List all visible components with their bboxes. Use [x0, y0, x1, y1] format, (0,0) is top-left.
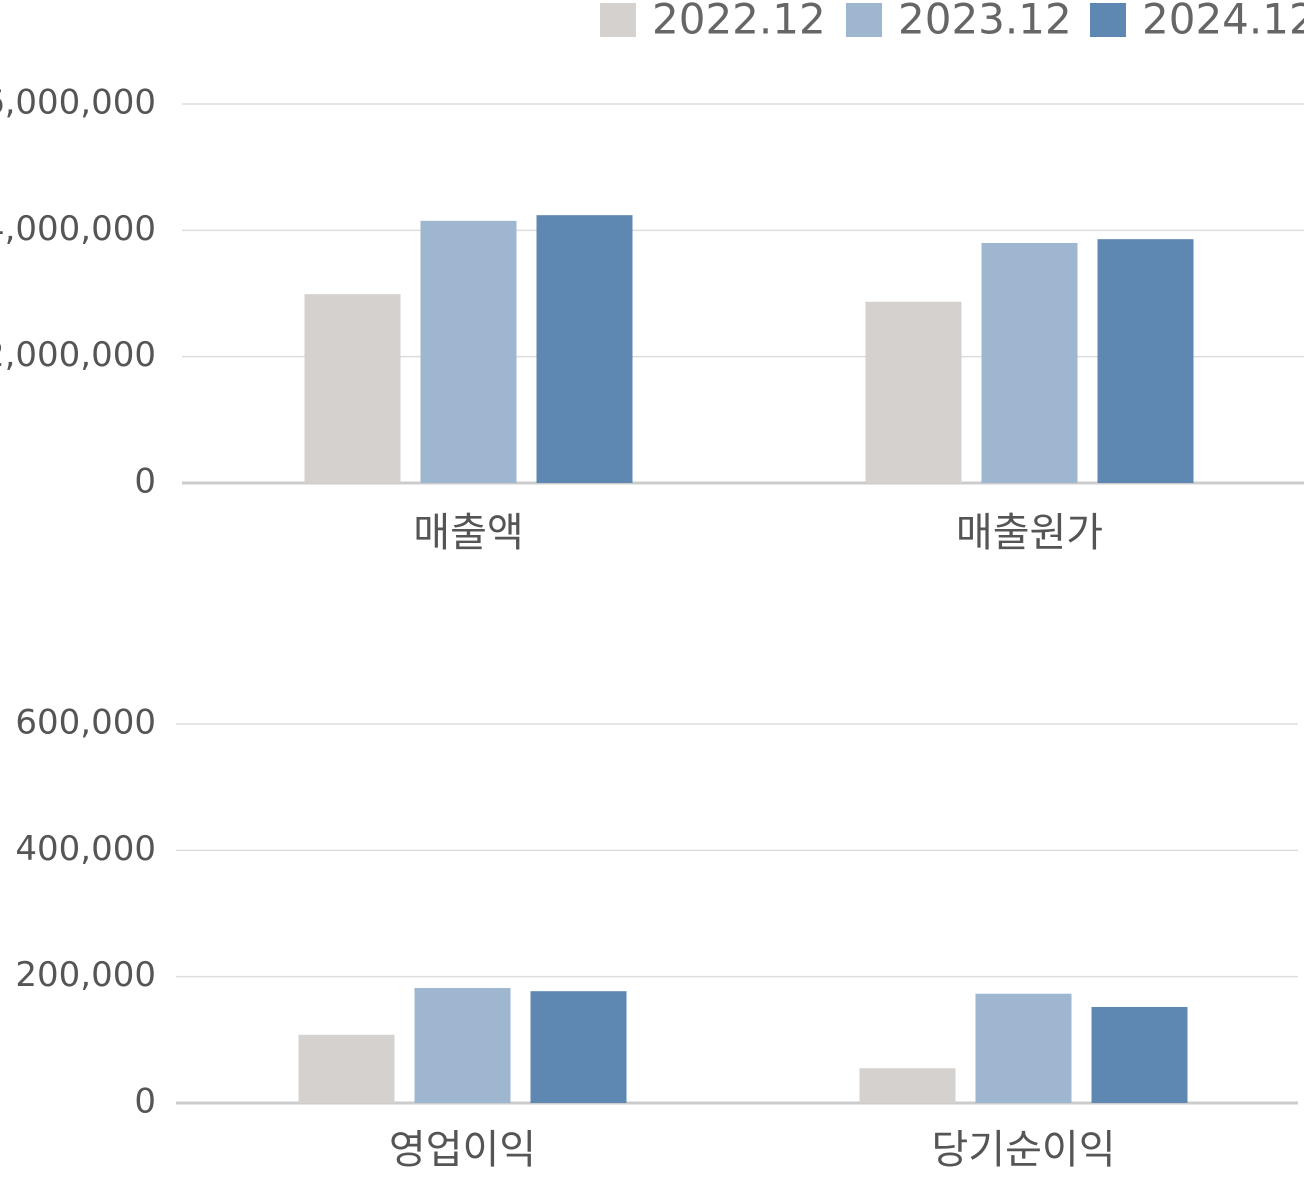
y-tick-label: 2,000,000	[0, 335, 156, 375]
bar	[1097, 239, 1194, 483]
bar	[298, 1034, 395, 1103]
legend-label: 2023.12	[898, 0, 1072, 44]
y-tick-label: 4,000,000	[0, 209, 156, 249]
y-tick-label: 600,000	[15, 703, 156, 743]
y-tick-label: 400,000	[15, 829, 156, 869]
bar	[975, 993, 1072, 1103]
y-tick-label: 6,000,000	[0, 83, 156, 123]
bar	[304, 294, 401, 483]
x-tick-label: 당기순이익	[932, 1127, 1116, 1173]
bar	[859, 1068, 956, 1103]
bar	[530, 991, 627, 1103]
y-tick-label: 0	[134, 1082, 156, 1122]
bar	[1091, 1006, 1188, 1103]
bar	[981, 242, 1078, 483]
x-tick-label: 매출원가	[956, 510, 1103, 556]
x-tick-label: 매출액	[413, 510, 523, 556]
bar	[865, 301, 962, 483]
bar	[414, 988, 511, 1103]
legend-swatch	[600, 3, 636, 37]
legend-label: 2022.12	[652, 0, 826, 44]
bar	[420, 220, 517, 483]
x-tick-label: 영업이익	[389, 1127, 536, 1173]
y-tick-label: 0	[134, 462, 156, 502]
legend-swatch	[846, 3, 882, 37]
y-tick-label: 200,000	[15, 955, 156, 995]
legend-label: 2024.12	[1142, 0, 1304, 44]
legend-swatch	[1090, 3, 1126, 37]
bar	[536, 215, 633, 483]
